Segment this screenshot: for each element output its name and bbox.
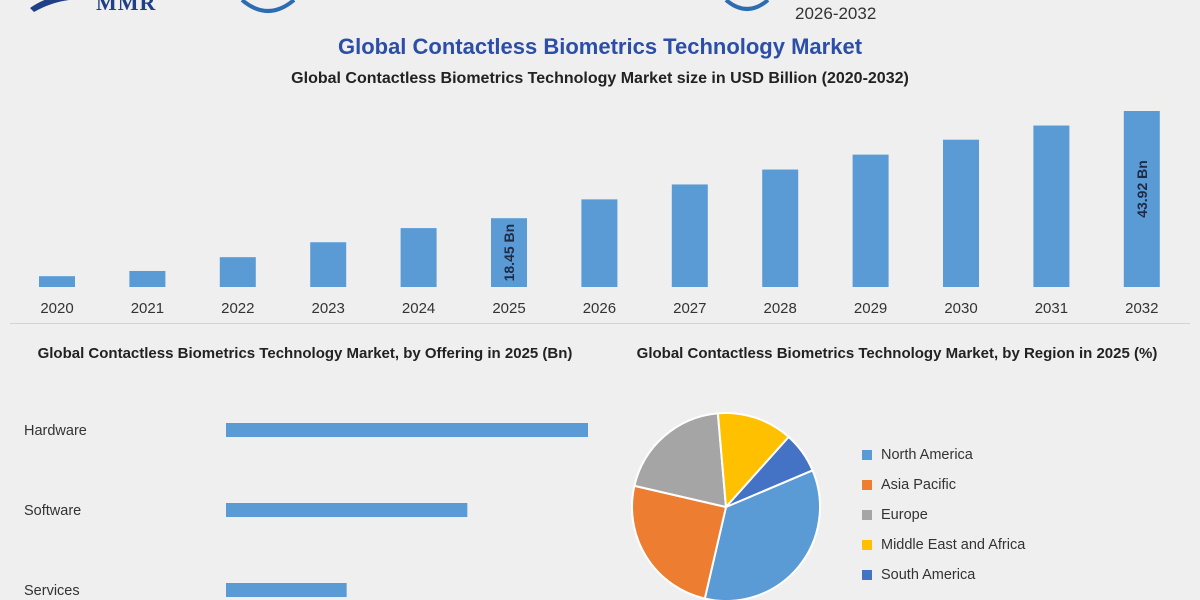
x-tick-label: 2021 <box>131 300 164 317</box>
x-tick-label: 2022 <box>221 300 254 317</box>
offering-label-hardware: Hardware <box>24 423 87 439</box>
offering-chart-title: Global Contactless Biometrics Technology… <box>37 345 573 362</box>
x-tick-label: 2031 <box>1035 300 1068 317</box>
bar-2022 <box>219 257 256 287</box>
bar-2021 <box>129 270 166 287</box>
offering-label-services: Services <box>24 583 80 599</box>
bar-2030 <box>943 139 979 287</box>
data-label-2025: 18.45 Bn <box>501 224 517 282</box>
bar-2028 <box>762 169 799 287</box>
pie-slice-south-america <box>725 435 814 508</box>
bar-2029 <box>852 154 889 287</box>
offering-bar-chart: Hardware Software Services <box>24 423 588 599</box>
globe-icon-right <box>724 0 770 11</box>
legend-item-asia-pacific: Asia Pacific <box>862 470 1025 500</box>
legend-label: South America <box>881 567 976 583</box>
x-tick-label: 2030 <box>944 300 977 317</box>
page-title: Global Contactless Biometrics Technology… <box>337 34 863 59</box>
data-label-2032: 43.92 Bn <box>1134 160 1150 218</box>
bar-2023 <box>310 242 347 287</box>
legend-swatch <box>862 480 872 490</box>
x-tick-label: 2028 <box>764 300 797 317</box>
legend-item-europe: Europe <box>862 500 1025 530</box>
section-divider <box>10 323 1190 324</box>
header-strip: MMR 2026-2032 <box>0 0 1200 24</box>
region-legend: North America Asia Pacific Europe Middle Ea… <box>862 440 1025 590</box>
offering-bar-software <box>226 503 468 517</box>
forecast-period: 2026-2032 <box>795 4 877 23</box>
x-tick-label: 2026 <box>583 300 616 317</box>
bar-2027 <box>671 184 708 287</box>
legend-swatch <box>862 450 872 460</box>
bar-2031 <box>1033 125 1070 287</box>
pie-slice-middle-east-and-africa <box>716 412 791 510</box>
offering-bar-services <box>226 583 347 597</box>
region-chart-title: Global Contactless Biometrics Technology… <box>636 345 1158 362</box>
logo-swoosh-icon <box>30 0 94 12</box>
bar-2024 <box>400 228 437 287</box>
bar-2020 <box>39 276 75 287</box>
logo-text: MMR <box>96 0 157 15</box>
legend-label: North America <box>881 447 973 463</box>
x-tick-label: 2032 <box>1125 300 1158 317</box>
legend-swatch <box>862 540 872 550</box>
globe-icon <box>240 0 296 13</box>
bar-2026 <box>581 199 618 287</box>
x-tick-label: 2020 <box>40 300 73 317</box>
offering-label-software: Software <box>24 503 81 519</box>
legend-item-middle-east-and-africa: Middle East and Africa <box>862 530 1025 560</box>
pie-slice-europe <box>633 412 728 509</box>
pie-slice-north-america <box>703 469 821 600</box>
chart-subtitle: Global Contactless Biometrics Technology… <box>291 70 909 87</box>
x-tick-label: 2025 <box>492 300 525 317</box>
bar-2032 <box>1123 111 1160 287</box>
legend-label: Middle East and Africa <box>881 537 1026 553</box>
legend-swatch <box>862 510 872 520</box>
legend-label: Asia Pacific <box>881 477 956 493</box>
pie-slice-asia-pacific <box>631 484 728 600</box>
legend-item-south-america: South America <box>862 560 1025 590</box>
region-pie-chart <box>631 412 821 600</box>
x-tick-label: 2029 <box>854 300 887 317</box>
legend-label: Europe <box>881 507 928 523</box>
offering-bar-hardware <box>226 423 588 437</box>
legend-item-north-america: North America <box>862 440 1025 470</box>
x-tick-label: 2024 <box>402 300 435 317</box>
x-tick-label: 2023 <box>312 300 345 317</box>
market-size-bar-chart: 2020 2021 2022 2023 2024 2025 2026 2027 2028 2029… <box>39 111 1160 317</box>
legend-swatch <box>862 570 872 580</box>
x-tick-label: 2027 <box>673 300 706 317</box>
bar-2025 <box>491 218 527 287</box>
